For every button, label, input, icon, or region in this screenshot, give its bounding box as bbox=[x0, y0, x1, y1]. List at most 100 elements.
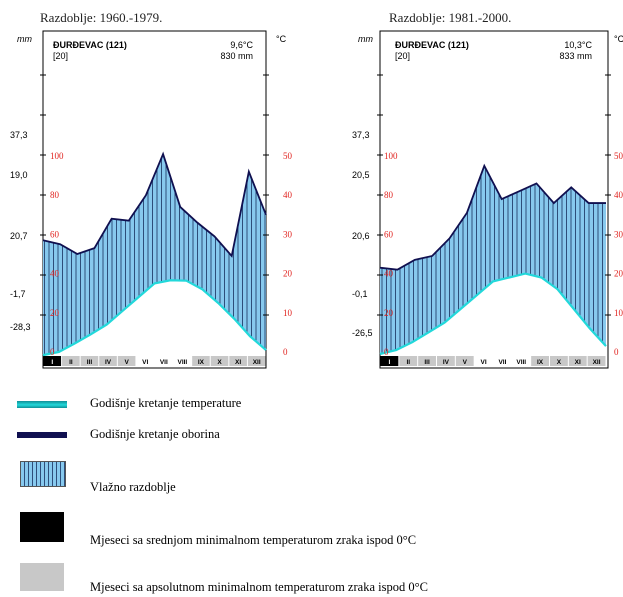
precip-tick-label: 0 bbox=[50, 347, 55, 357]
mean-daily-range: 20,6 bbox=[352, 231, 370, 241]
record-years: [20] bbox=[53, 51, 68, 61]
month-label: VII bbox=[160, 359, 168, 366]
precip-tick-label: 0 bbox=[384, 347, 389, 357]
month-cell bbox=[136, 356, 154, 366]
mean-daily-range: 20,7 bbox=[10, 231, 28, 241]
month-cell bbox=[380, 356, 399, 366]
station-name: ĐURĐEVAC (121) bbox=[53, 40, 127, 50]
month-label: VI bbox=[142, 359, 148, 366]
climate-diagram-1981-2000: Razdoblje: 1981.-2000. mm °C ĐURĐEVAC (1… bbox=[352, 10, 623, 369]
humid-period-area bbox=[43, 154, 266, 356]
precip-tick-label: 100 bbox=[384, 151, 398, 161]
extreme-max-temp: 37,3 bbox=[352, 130, 370, 140]
temp-tick-label: 40 bbox=[283, 190, 293, 200]
precip-tick-label: 100 bbox=[50, 151, 64, 161]
month-label: III bbox=[424, 359, 430, 366]
month-cell bbox=[399, 356, 418, 366]
extreme-min-temp: -26,5 bbox=[352, 328, 373, 338]
temp-tick-label: 10 bbox=[614, 308, 623, 318]
climate-diagrams: Razdoblje: 1960.-1979. mm °C ĐURĐEVAC (1… bbox=[10, 10, 623, 369]
month-label: XII bbox=[253, 359, 261, 366]
plot-frame bbox=[379, 30, 609, 369]
temp-tick-label: 30 bbox=[614, 229, 623, 239]
annual-precip: 830 mm bbox=[220, 51, 253, 61]
month-label: II bbox=[406, 359, 410, 366]
month-cell bbox=[155, 356, 173, 366]
annual-temp: 10,3°C bbox=[564, 40, 592, 50]
month-cell bbox=[99, 356, 117, 366]
month-cell bbox=[418, 356, 436, 366]
month-label: I bbox=[389, 359, 391, 366]
temp-unit-label: °C bbox=[276, 34, 287, 44]
precipitation-curve bbox=[42, 151, 267, 258]
month-label: IX bbox=[537, 359, 544, 366]
month-cell bbox=[210, 356, 229, 366]
month-label: X bbox=[217, 359, 222, 366]
month-label: V bbox=[124, 359, 129, 366]
precip-tick-label: 80 bbox=[50, 190, 60, 200]
temp-tick-label: 30 bbox=[283, 229, 293, 239]
extreme-max-temp: 37,3 bbox=[10, 130, 28, 140]
month-cell bbox=[531, 356, 549, 366]
precip-tick-label: 20 bbox=[50, 308, 60, 318]
month-cell bbox=[493, 356, 512, 366]
temp-tick-label: 50 bbox=[283, 151, 293, 161]
month-cell bbox=[62, 356, 80, 366]
black-month-swatch bbox=[20, 512, 64, 542]
month-label: XI bbox=[235, 359, 241, 366]
temp-tick-label: 0 bbox=[614, 347, 619, 357]
precip-unit-label: mm bbox=[358, 34, 373, 44]
month-cell bbox=[43, 356, 62, 366]
precip-tick-label: 60 bbox=[384, 229, 394, 239]
humid-period-area bbox=[380, 165, 606, 354]
month-cell bbox=[117, 356, 136, 366]
legend-label-precipitation: Godišnje kretanje oborina bbox=[90, 427, 220, 441]
month-cell bbox=[568, 356, 587, 366]
month-label: V bbox=[463, 359, 468, 366]
temp-tick-label: 10 bbox=[283, 308, 293, 318]
month-label: VI bbox=[481, 359, 487, 366]
station-name: ĐURĐEVAC (121) bbox=[395, 40, 469, 50]
month-cell bbox=[550, 356, 568, 366]
month-cell bbox=[512, 356, 531, 366]
legend-label-humid: Vlažno razdoblje bbox=[90, 480, 176, 494]
humid-period-swatch bbox=[20, 461, 66, 487]
temperature-line-swatch bbox=[17, 401, 67, 408]
plot-frame bbox=[42, 30, 267, 369]
mean-min-coldest: -0,1 bbox=[352, 289, 368, 299]
month-label: II bbox=[69, 359, 73, 366]
precip-tick-label: 40 bbox=[50, 269, 60, 279]
annual-precip: 833 mm bbox=[559, 51, 592, 61]
grey-month-swatch bbox=[20, 563, 64, 591]
legend-label-abs-min: Mjeseci sa apsolutnom minimalnom tempera… bbox=[90, 580, 428, 594]
month-cell bbox=[587, 356, 606, 366]
month-cell bbox=[247, 356, 266, 366]
extreme-min-temp: -28,3 bbox=[10, 322, 31, 332]
precipitation-line-swatch bbox=[17, 432, 67, 438]
annual-temp: 9,6°C bbox=[230, 40, 253, 50]
month-label: VIII bbox=[177, 359, 187, 366]
legend-label-temperature: Godišnje kretanje temperature bbox=[90, 396, 242, 410]
month-label: XII bbox=[593, 359, 601, 366]
month-label: I bbox=[51, 359, 53, 366]
precip-tick-label: 40 bbox=[384, 269, 394, 279]
temp-tick-label: 20 bbox=[283, 269, 293, 279]
chart-title: Razdoblje: 1981.-2000. bbox=[389, 10, 511, 25]
precip-unit-label: mm bbox=[17, 34, 32, 44]
precip-tick-label: 80 bbox=[384, 190, 394, 200]
legend-label-mean-min: Mjeseci sa srednjom minimalnom temperatu… bbox=[90, 533, 417, 547]
month-cell bbox=[437, 356, 455, 366]
month-label: VIII bbox=[516, 359, 526, 366]
temperature-curve bbox=[379, 272, 607, 356]
precipitation-curve bbox=[379, 163, 606, 271]
precip-tick-label: 20 bbox=[384, 308, 394, 318]
mean-max-coldest: 19,0 bbox=[10, 170, 28, 180]
month-cell bbox=[474, 356, 493, 366]
temperature-curve bbox=[42, 279, 267, 357]
month-cell bbox=[173, 356, 192, 366]
climate-diagram-1960-1979: Razdoblje: 1960.-1979. mm °C ĐURĐEVAC (1… bbox=[10, 10, 293, 369]
temp-unit-label: °C bbox=[614, 34, 623, 44]
